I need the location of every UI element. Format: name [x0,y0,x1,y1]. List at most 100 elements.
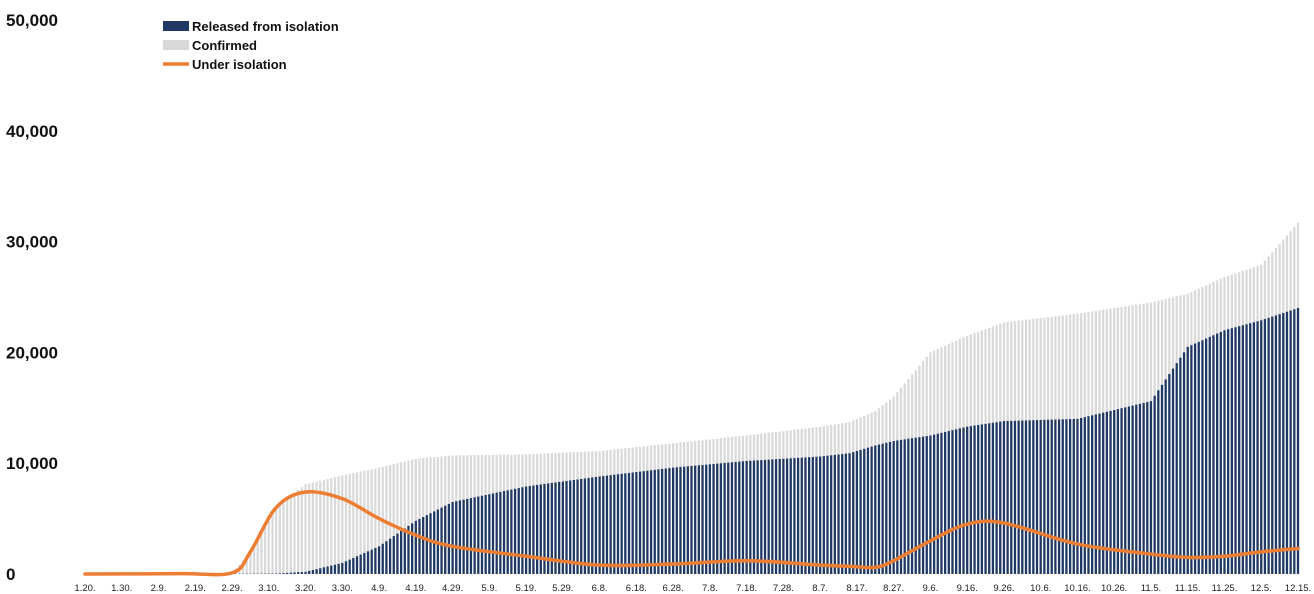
released-bar [319,568,322,574]
x-tick-label: 12.15. [1285,583,1311,594]
y-tick-label: 20,000 [6,343,58,362]
y-tick-label: 10,000 [6,454,58,473]
x-tick-label: 11.15. [1175,583,1201,594]
released-bar [1135,404,1138,574]
released-bar [286,572,289,574]
released-bar [763,459,767,574]
x-tick-label: 4.9. [371,583,387,594]
released-bar [1223,330,1226,574]
released-bar [605,475,609,574]
released-bar [1138,403,1142,574]
released-bar [958,428,961,574]
confirmed-bar [422,458,425,574]
released-bar [624,473,627,574]
legend-label-released: Released from isolation [192,19,339,34]
released-bar [863,448,866,574]
released-bar [458,500,462,574]
released-bar [495,492,498,574]
x-tick-label: 4.29. [442,583,463,594]
released-bar [789,458,792,574]
confirmed-bar [388,464,392,574]
released-bar [297,572,300,574]
released-bar [1245,324,1248,574]
confirmed-bar [370,469,373,574]
released-bar [745,460,748,574]
confirmed-bar [363,470,366,574]
released-bar [414,520,417,574]
released-bar [859,449,862,574]
confirmed-bar [344,474,348,574]
released-bar [477,496,480,574]
released-bar [337,563,340,574]
released-bar [1182,352,1186,574]
released-bar [576,479,579,574]
released-bar [425,515,428,574]
confirmed-bar [271,513,274,574]
released-bar [1035,420,1039,574]
released-bar [355,556,359,574]
released-bar [973,425,976,574]
released-bar [660,468,664,574]
released-bar [466,498,469,574]
released-bar [1274,315,1278,574]
released-bar [565,480,568,574]
released-bar [929,435,932,574]
released-bar [1208,336,1211,574]
confirmed-bar [289,495,292,574]
released-bar [1091,415,1094,574]
released-bar [657,469,660,574]
released-bar [484,494,487,574]
released-bar [1285,311,1289,574]
released-bar [671,467,675,574]
released-bar [664,468,667,574]
released-bar [388,538,392,574]
released-bar [1072,418,1075,574]
released-bar [1171,368,1175,574]
released-bar [697,465,700,574]
released-bar [1024,420,1028,574]
released-bar [1087,416,1090,574]
released-bar [848,453,851,574]
released-bar [907,438,910,574]
released-bar [774,459,778,574]
released-bar [370,549,373,574]
released-bar [451,501,454,574]
confirmed-bar [286,498,289,574]
released-bar [855,451,859,574]
x-tick-label: 7.18. [736,583,757,594]
released-bar [469,498,473,574]
released-bar [1271,316,1274,574]
released-bar [1065,419,1068,574]
released-bar [1102,412,1105,574]
released-bar [1175,363,1178,574]
x-tick-label: 9.6. [922,583,938,594]
released-bar [374,547,377,574]
released-bar [444,505,447,574]
released-bar [561,481,564,574]
released-bar [532,485,535,574]
released-bar [528,485,531,574]
released-bar [613,474,616,574]
released-bar [940,432,943,574]
released-bar [683,466,686,574]
legend-swatch-released [163,21,189,31]
released-bar [991,422,995,574]
released-bar [811,456,814,574]
released-bar [1061,419,1064,574]
released-bar [1098,413,1101,574]
confirmed-bar [374,468,377,574]
released-bar [694,465,697,574]
y-tick-label: 50,000 [6,11,58,30]
released-bar [513,488,517,574]
x-tick-label: 10.16. [1064,583,1090,594]
released-bar [1131,405,1134,574]
confirmed-bar [392,464,395,574]
released-bar [411,523,414,574]
released-bar [1054,419,1057,574]
released-bar [1076,418,1079,574]
released-bar [1241,325,1245,574]
x-tick-label: 11.5. [1141,583,1161,594]
released-bar [1028,420,1031,574]
released-bar [988,423,991,574]
